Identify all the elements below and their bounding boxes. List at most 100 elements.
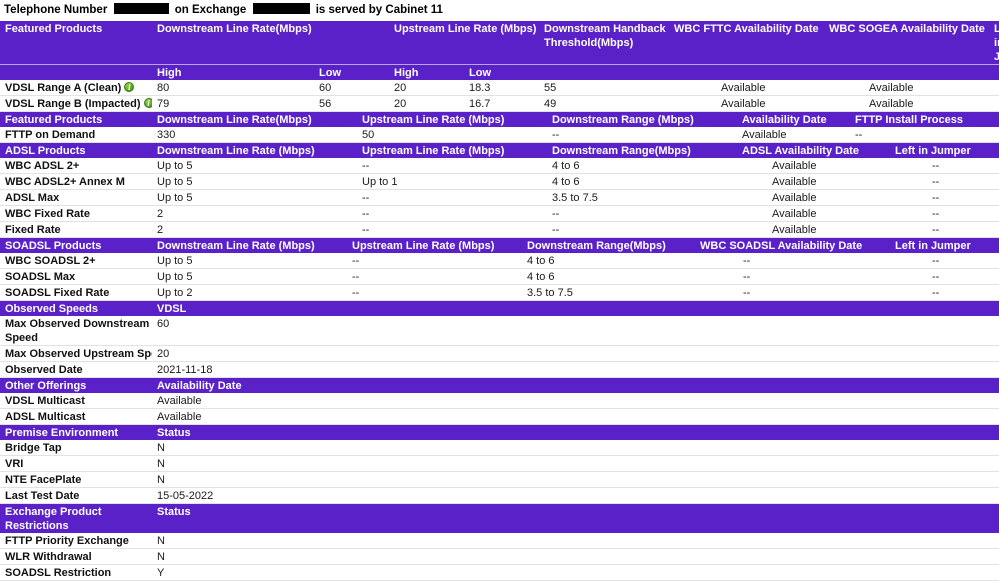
fttc-availability-cell: Available <box>669 80 825 96</box>
col-observed-speeds: Observed Speeds <box>0 301 152 316</box>
left-in-jumper-cell: -- <box>989 95 999 112</box>
product-label: VDSL Range B (Impacted) <box>5 98 141 110</box>
row-value: N <box>152 548 999 565</box>
product-name-cell: VDSL Range B (Impacted) <box>0 95 152 112</box>
product-label: VDSL Range A (Clean) <box>5 82 122 94</box>
table-row: VDSL Range B (Impacted) 79 56 20 16.7 49… <box>0 95 999 112</box>
row-value: Available <box>152 393 999 409</box>
ds-rate-cell: Up to 5 <box>152 158 357 174</box>
ds-high-cell: 80 <box>152 80 314 96</box>
row-value: Available <box>152 408 999 425</box>
ds-high-cell: 79 <box>152 95 314 112</box>
table-row: VRI N <box>0 455 999 472</box>
ds-low-cell: 60 <box>314 80 390 96</box>
us-rate-cell: -- <box>357 205 547 222</box>
availability-date-cell: Available <box>737 221 890 238</box>
ds-rate-cell: 2 <box>152 221 357 238</box>
us-high-cell: 20 <box>389 95 465 112</box>
subcol-blank-handback <box>539 64 670 80</box>
row-label: NTE FacePlate <box>0 471 152 488</box>
col-other-offerings: Other Offerings <box>0 378 152 393</box>
col-featured-products: Featured Products <box>0 112 152 127</box>
premise-environment-table: Premise Environment Status Bridge Tap N … <box>0 425 999 504</box>
col-downstream-line-rate: Downstream Line Rate(Mbps) <box>152 112 357 127</box>
redacted-telephone-number <box>113 3 169 14</box>
left-in-jumper-cell: -- <box>989 80 999 96</box>
table-row: FTTP on Demand 330 50 -- Available -- <box>0 127 999 143</box>
col-wbc-soadsl-availability-date: WBC SOADSL Availability Date <box>695 238 890 253</box>
table-row: WBC Fixed Rate 2 -- -- Available -- <box>0 205 999 222</box>
ds-range-cell: 3.5 to 7.5 <box>547 189 737 206</box>
subcol-ds-low: Low <box>314 64 390 80</box>
subcol-us-high: High <box>389 64 465 80</box>
row-label: Observed Date <box>0 361 152 378</box>
us-rate-cell: -- <box>357 158 547 174</box>
availability-date-cell: -- <box>695 253 890 269</box>
col-downstream-line-rate: Downstream Line Rate(Mbps) <box>152 21 390 65</box>
subcol-blank-sogea <box>824 64 990 80</box>
row-label: Max Observed Upstream Speed <box>0 345 152 362</box>
col-left-in-jumper: Left in Jumper <box>890 238 999 253</box>
col-status: Status <box>152 425 999 440</box>
info-icon[interactable] <box>143 97 152 109</box>
availability-date-cell: Available <box>737 173 890 190</box>
table-row: VDSL Multicast Available <box>0 393 999 409</box>
table-row: Bridge Tap N <box>0 440 999 456</box>
col-downstream-range: Downstream Range (Mbps) <box>547 112 737 127</box>
col-adsl-products: ADSL Products <box>0 143 152 158</box>
col-left-in-jumper: Left in Jumper <box>989 21 999 65</box>
table-row: WBC ADSL 2+ Up to 5 -- 4 to 6 Available … <box>0 158 999 174</box>
ds-range-cell: 4 to 6 <box>522 253 695 269</box>
col-exchange-product-restrictions: Exchange Product Restrictions <box>0 504 152 533</box>
ds-range-cell: 3.5 to 7.5 <box>522 284 695 301</box>
page-title-suffix: is served by Cabinet 11 <box>315 4 443 16</box>
table-row: Max Observed Downstream Speed 60 <box>0 316 999 346</box>
us-rate-cell: 50 <box>357 127 547 143</box>
adsl-header-row: ADSL Products Downstream Line Rate (Mbps… <box>0 143 999 158</box>
info-icon[interactable] <box>124 81 135 93</box>
left-in-jumper-cell: -- <box>890 284 999 301</box>
product-name-cell: WBC ADSL2+ Annex M <box>0 173 152 190</box>
table-row: Last Test Date 15-05-2022 <box>0 487 999 504</box>
row-value: N <box>152 471 999 488</box>
subcol-blank-fttc <box>669 64 825 80</box>
left-in-jumper-cell: -- <box>890 205 999 222</box>
table-row: ADSL Multicast Available <box>0 408 999 425</box>
availability-date-cell: Available <box>737 158 890 174</box>
premise-environment-header-row: Premise Environment Status <box>0 425 999 440</box>
availability-date-cell: -- <box>695 284 890 301</box>
availability-date-cell: -- <box>695 268 890 285</box>
row-value: N <box>152 455 999 472</box>
adsl-products-table: ADSL Products Downstream Line Rate (Mbps… <box>0 143 999 238</box>
row-value: 20 <box>152 345 999 362</box>
observed-speeds-header-row: Observed Speeds VDSL <box>0 301 999 316</box>
fttc-availability-cell: Available <box>669 95 825 112</box>
us-rate-cell: -- <box>347 253 522 269</box>
table-row: SOADSL Restriction Y <box>0 564 999 581</box>
ds-range-cell: 4 to 6 <box>522 268 695 285</box>
row-label: Last Test Date <box>0 487 152 504</box>
availability-date-cell: Available <box>737 189 890 206</box>
col-downstream-range: Downstream Range(Mbps) <box>522 238 695 253</box>
row-value: Y <box>152 564 999 581</box>
featured-vdsl-subheader-row: High Low High Low <box>0 64 999 80</box>
table-row: WBC SOADSL 2+ Up to 5 -- 4 to 6 -- -- <box>0 253 999 269</box>
left-in-jumper-cell: -- <box>890 221 999 238</box>
row-label: Max Observed Downstream Speed <box>0 316 152 346</box>
us-rate-cell: -- <box>347 284 522 301</box>
subcol-us-low: Low <box>464 64 540 80</box>
ds-rate-cell: Up to 2 <box>152 284 347 301</box>
row-label: VRI <box>0 455 152 472</box>
subcol-ds-high: High <box>152 64 314 80</box>
ds-range-cell: -- <box>547 205 737 222</box>
left-in-jumper-cell: -- <box>890 173 999 190</box>
col-fttp-install-process: FTTP Install Process <box>850 112 999 127</box>
col-downstream-range: Downstream Range(Mbps) <box>547 143 737 158</box>
left-in-jumper-cell: -- <box>890 158 999 174</box>
table-row: WLR Withdrawal N <box>0 548 999 565</box>
table-row: Observed Date 2021-11-18 <box>0 361 999 378</box>
ds-rate-cell: Up to 5 <box>152 253 347 269</box>
featured-fttp-header-row: Featured Products Downstream Line Rate(M… <box>0 112 999 127</box>
ds-rate-cell: Up to 5 <box>152 189 357 206</box>
col-upstream-line-rate: Upstream Line Rate (Mbps) <box>357 112 547 127</box>
